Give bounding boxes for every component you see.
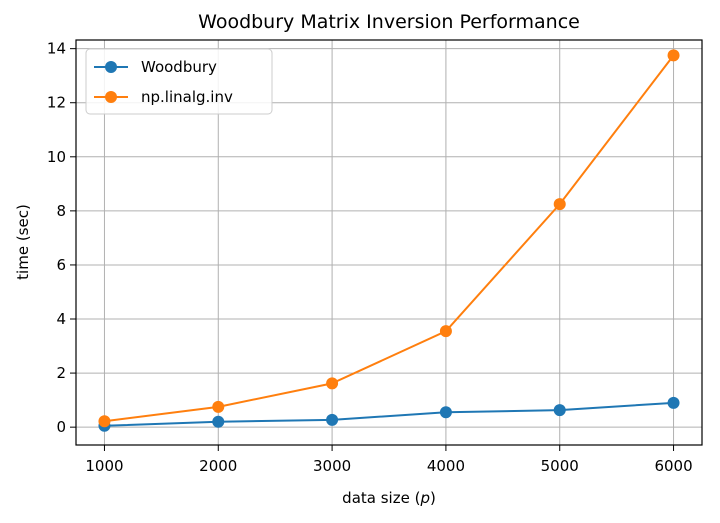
data-point-0-1: [212, 415, 225, 428]
series-line-0: [104, 401, 674, 427]
y-tick-label: 4: [56, 310, 66, 328]
x-tick-label: 3000: [313, 457, 351, 475]
x-axis: 1000 2000 3000 4000 5000 6000: [85, 445, 693, 475]
legend-box: [85, 48, 273, 115]
legend-woodbury-marker: [105, 61, 117, 73]
data-point-1-1: [212, 400, 225, 413]
x-tick-label: 1000: [85, 457, 123, 475]
x-tick-label: 5000: [541, 457, 579, 475]
plot-frame: [75, 39, 703, 446]
series-layer: [98, 49, 680, 432]
data-point-1-2: [326, 377, 339, 390]
legend-woodbury-label: Woodbury: [141, 58, 217, 76]
data-point-1-3: [439, 325, 452, 338]
y-tick-label: 12: [47, 94, 66, 112]
data-point-1-4: [553, 198, 566, 211]
y-axis-label: time (sec): [14, 204, 32, 280]
y-tick-label: 14: [47, 40, 66, 58]
data-point-1-5: [667, 49, 680, 62]
y-tick-label: 0: [56, 418, 66, 436]
data-point-0-5: [667, 396, 680, 409]
y-tick-label: 10: [47, 148, 66, 166]
legend-inv-marker: [105, 91, 117, 103]
data-point-0-2: [326, 413, 339, 426]
y-tick-label: 2: [56, 364, 66, 382]
legend-inv-label: np.linalg.inv: [141, 88, 233, 106]
y-tick-label: 8: [56, 202, 66, 220]
x-tick-label: 6000: [654, 457, 692, 475]
legend: Woodbury np.linalg.inv: [85, 48, 273, 115]
data-point-0-4: [553, 404, 566, 417]
y-tick-label: 6: [56, 256, 66, 274]
grid: [76, 40, 702, 445]
x-axis-label: data size (p): [342, 489, 436, 507]
x-tick-label: 2000: [199, 457, 237, 475]
data-point-1-0: [98, 415, 111, 428]
x-tick-label: 4000: [427, 457, 465, 475]
series-line-1: [104, 54, 675, 423]
data-point-0-3: [439, 406, 452, 419]
chart-title: Woodbury Matrix Inversion Performance: [198, 11, 580, 33]
y-axis: 0 2 4 6 8 10 12 14: [47, 40, 76, 436]
